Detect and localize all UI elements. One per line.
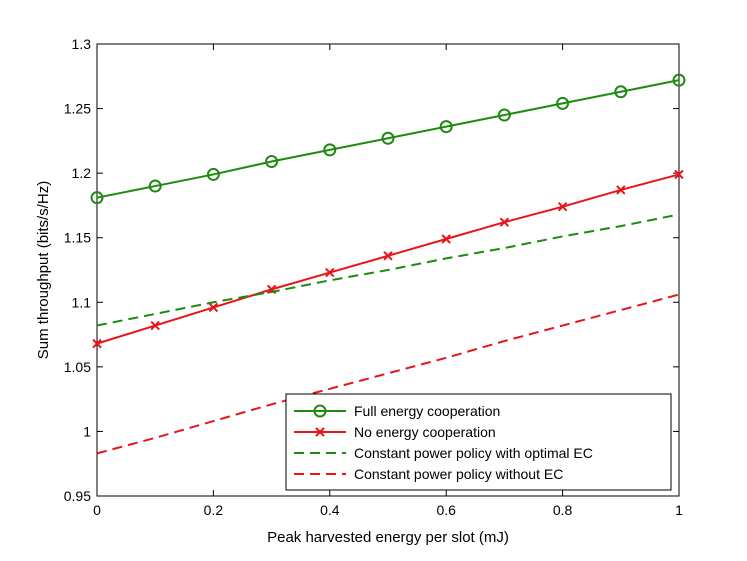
legend-box xyxy=(285,393,672,491)
legend-label: Constant power policy without EC xyxy=(354,466,563,482)
data-point xyxy=(497,108,511,122)
x-tick-label: 0.8 xyxy=(553,502,573,518)
series-line xyxy=(96,79,680,199)
series-line xyxy=(96,213,680,327)
data-point xyxy=(150,320,160,331)
legend: Full energy cooperation No energy coopera… xyxy=(285,393,672,491)
series-1 xyxy=(92,169,684,349)
legend-item: No energy cooperation xyxy=(294,424,496,440)
legend-item: Constant power policy without EC xyxy=(294,466,563,482)
x-axis: 0 0.2 0.4 0.6 0.8 1 xyxy=(93,44,683,518)
data-point xyxy=(92,338,102,349)
y-tick-label: 1.25 xyxy=(64,101,91,117)
legend-marker xyxy=(315,427,325,437)
data-point xyxy=(381,131,395,145)
data-point xyxy=(499,217,510,227)
y-axis-label: Sum throughput (bits/s/Hz) xyxy=(35,181,52,359)
legend-label: No energy cooperation xyxy=(354,424,496,440)
data-point xyxy=(672,73,686,87)
x-tick-label: 1 xyxy=(675,502,683,518)
legend-item: Constant power policy with optimal EC xyxy=(294,445,593,461)
x-tick-label: 0 xyxy=(93,502,101,518)
legend-marker xyxy=(313,404,327,418)
legend-label: Constant power policy with optimal EC xyxy=(354,445,593,461)
legend-item: Full energy cooperation xyxy=(294,403,500,419)
legend-label: Full energy cooperation xyxy=(354,403,500,419)
data-point xyxy=(323,143,337,157)
x-tick-label: 0.2 xyxy=(204,502,224,518)
series-line xyxy=(96,293,680,455)
data-point xyxy=(614,85,628,99)
series-layer xyxy=(90,73,686,455)
y-tick-label: 1.15 xyxy=(64,230,91,246)
data-point xyxy=(90,191,104,205)
y-tick-label: 1.1 xyxy=(72,294,92,310)
y-tick-label: 1.05 xyxy=(64,359,91,375)
data-point xyxy=(148,179,162,193)
y-tick-label: 1.3 xyxy=(72,36,92,52)
y-axis: 0.95 1 1.05 1.1 1.15 1.2 1.25 1.3 xyxy=(64,36,679,504)
y-tick-label: 1 xyxy=(83,423,91,439)
data-point xyxy=(325,267,335,278)
data-point xyxy=(208,302,219,313)
series-3 xyxy=(96,293,680,455)
x-tick-label: 0.6 xyxy=(436,502,456,518)
x-axis-label: Peak harvested energy per slot (mJ) xyxy=(267,529,509,546)
data-point xyxy=(557,202,568,212)
data-point xyxy=(265,155,279,169)
y-tick-label: 1.2 xyxy=(72,165,92,181)
data-point xyxy=(383,251,393,261)
series-2 xyxy=(96,213,680,327)
data-point xyxy=(206,167,220,181)
data-point xyxy=(441,234,451,244)
series-0 xyxy=(90,73,686,205)
x-tick-label: 0.4 xyxy=(320,502,340,518)
data-point xyxy=(439,120,453,134)
data-point xyxy=(674,169,684,180)
y-tick-label: 0.95 xyxy=(64,488,91,504)
data-point xyxy=(616,185,626,195)
data-point xyxy=(556,96,570,110)
